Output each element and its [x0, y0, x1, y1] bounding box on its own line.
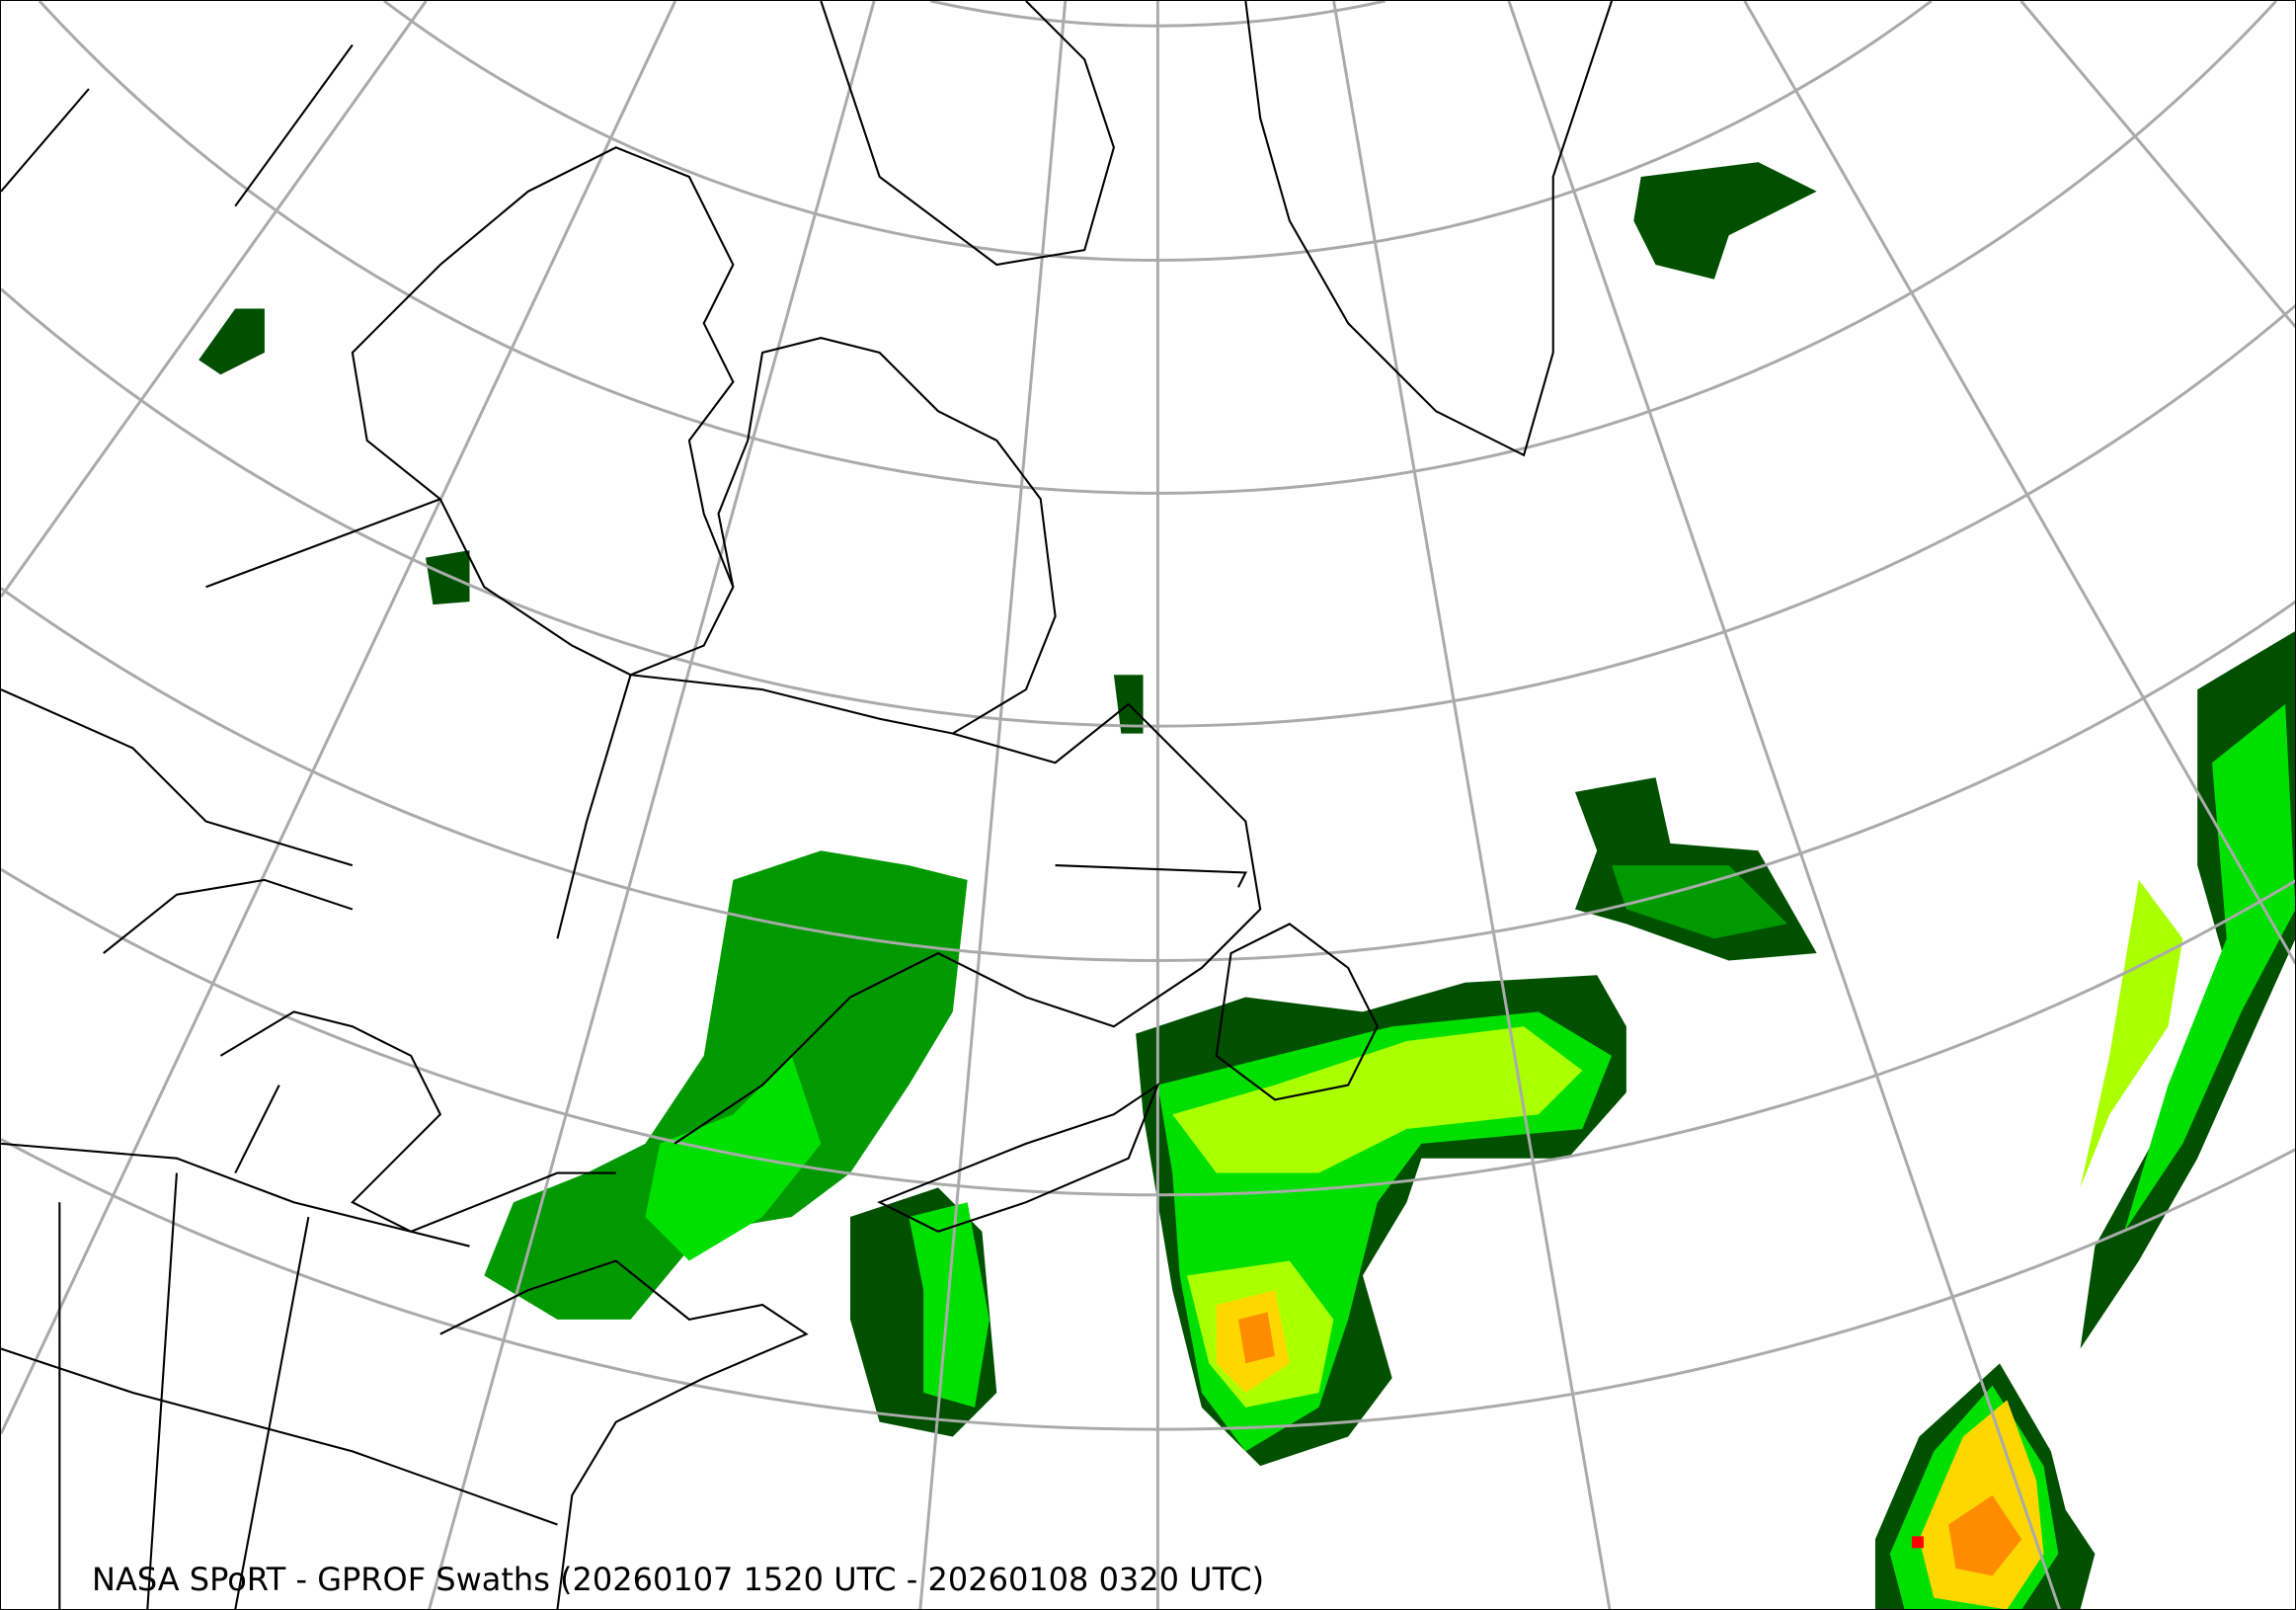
- us-east-coast: [439, 1259, 809, 1609]
- longitude-line: [1, 1, 677, 1435]
- state-province-borders: [1, 43, 1248, 1609]
- precip-swath: [645, 1055, 822, 1261]
- latitude-line: [1, 867, 2295, 1197]
- precip-swath: [484, 850, 968, 1320]
- precip-swath: [1237, 1312, 1276, 1364]
- gulf-st-lawrence: [556, 674, 1262, 1145]
- greenland-coast: [1244, 1, 1614, 457]
- precip-swath: [1633, 162, 1817, 280]
- latitude-line: [1, 287, 2295, 728]
- hudson-bay-coast: [351, 146, 735, 677]
- precip-swath: [1172, 1026, 1583, 1173]
- latitude-line: [1, 587, 2295, 962]
- precipitation-swaths: [198, 162, 2295, 1609]
- precip-swath: [426, 550, 470, 605]
- precip-swath: [1912, 1536, 1924, 1549]
- precip-swath: [1948, 1494, 2022, 1576]
- great-lakes: [103, 878, 616, 1233]
- map-title: NASA SPoRT - GPROF Swaths (20260107 1520…: [92, 1561, 1265, 1598]
- precip-swath: [198, 308, 265, 375]
- longitude-line: [428, 1, 876, 1609]
- longitude-line: [918, 1, 1068, 1609]
- longitude-line: [1, 1, 428, 598]
- longitude-line: [1507, 1, 2061, 1609]
- newfoundland: [1215, 923, 1379, 1101]
- longitude-line: [2019, 1, 2295, 328]
- longitude-line: [1743, 1, 2295, 965]
- latitude-line: [1, 1138, 2295, 1431]
- precip-swath: [1612, 865, 1787, 939]
- precip-swath: [2124, 703, 2295, 1232]
- nova-scotia: [877, 1082, 1160, 1233]
- baffin-island: [820, 1, 1115, 267]
- coastlines-borders: [1, 1, 1614, 1609]
- longitude-line: [1332, 1, 1612, 1609]
- labrador-quebec-coast: [630, 337, 1057, 735]
